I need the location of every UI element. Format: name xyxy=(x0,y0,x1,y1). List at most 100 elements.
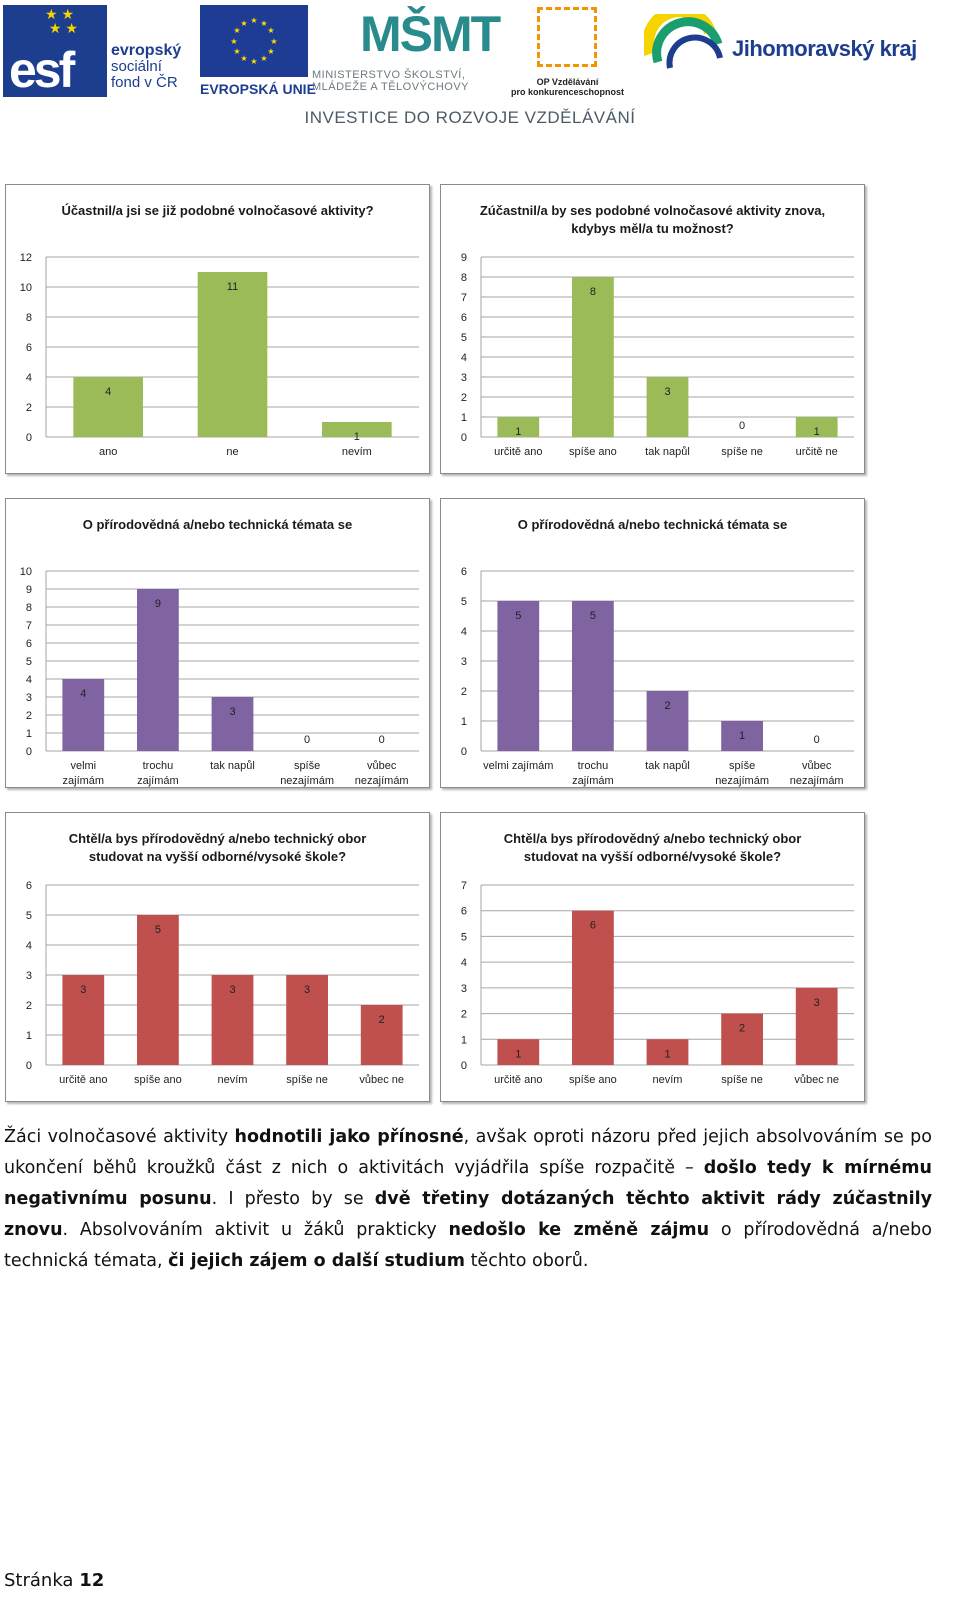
category-label: tak napůl xyxy=(645,760,690,772)
y-tick-label: 5 xyxy=(461,931,467,943)
jmk-label: Jihomoravský kraj xyxy=(732,36,917,61)
chart-title: Účastnil/a jsi se již podobné volnočasov… xyxy=(61,203,373,218)
data-label: 4 xyxy=(80,688,86,700)
y-tick-label: 2 xyxy=(461,392,467,404)
y-tick-label: 0 xyxy=(461,746,467,758)
category-label: zajímám xyxy=(137,775,179,787)
svg-text:★: ★ xyxy=(270,37,277,46)
svg-text:★: ★ xyxy=(240,54,247,63)
svg-text:★: ★ xyxy=(250,17,257,25)
category-label: zajímám xyxy=(572,775,614,787)
y-tick-label: 4 xyxy=(461,626,467,638)
chart-ucastnil: Účastnil/a jsi se již podobné volnočasov… xyxy=(5,184,430,474)
bar xyxy=(646,691,689,751)
y-tick-label: 5 xyxy=(26,656,32,668)
esf-caption: evropský sociální fond v ČR xyxy=(111,43,181,91)
data-label: 9 xyxy=(155,598,161,610)
svg-text:★: ★ xyxy=(267,47,274,56)
y-tick-label: 2 xyxy=(26,402,32,414)
y-tick-label: 6 xyxy=(461,906,467,918)
y-tick-label: 10 xyxy=(20,282,32,294)
eu-logo: ★ ★ ★ ★ ★ ★ ★ ★ ★ ★ ★ ★ EVROPSKÁ UNIE xyxy=(200,5,316,97)
para-b5: či jejich zájem o další studium xyxy=(168,1251,465,1271)
category-label: velmi zajímám xyxy=(483,760,553,772)
y-tick-label: 3 xyxy=(461,656,467,668)
bar xyxy=(721,1013,763,1065)
data-label: 2 xyxy=(664,700,670,712)
y-tick-label: 0 xyxy=(26,432,32,444)
category-label: určitě ne xyxy=(796,446,838,458)
category-label: nezajímám xyxy=(715,775,769,787)
page-footer: Stránka 12 xyxy=(4,1570,104,1591)
bar xyxy=(286,975,328,1065)
y-tick-label: 9 xyxy=(461,252,467,264)
data-label: 5 xyxy=(590,610,596,622)
category-label: vůbec ne xyxy=(794,1074,839,1086)
category-label: spíše ano xyxy=(569,1074,617,1086)
svg-text:★: ★ xyxy=(233,26,240,35)
y-tick-label: 7 xyxy=(461,292,467,304)
chart-svg: O přírodovědná a/nebo technická témata s… xyxy=(20,517,419,787)
data-label: 11 xyxy=(227,281,238,293)
y-tick-label: 8 xyxy=(26,602,32,614)
data-label: 0 xyxy=(814,734,820,746)
y-tick-label: 2 xyxy=(461,686,467,698)
chart-svg: Zúčastnil/a by ses podobné volnočasové a… xyxy=(461,203,854,458)
data-label: 1 xyxy=(664,1048,670,1060)
y-tick-label: 6 xyxy=(461,566,467,578)
para-s3: . I přesto by se xyxy=(211,1189,375,1209)
para-s5: o přírodovědná a/nebo technická témata, xyxy=(4,1220,933,1271)
category-label: tak napůl xyxy=(210,760,255,772)
page-number: 12 xyxy=(79,1570,105,1591)
data-label: 1 xyxy=(515,1048,521,1060)
y-tick-label: 1 xyxy=(26,1030,32,1042)
data-label: 3 xyxy=(80,984,86,996)
chart-obor-po: Chtěl/a bys přírodovědný a/nebo technick… xyxy=(440,812,865,1102)
esf-line3: fond v ČR xyxy=(111,74,178,91)
svg-text:★: ★ xyxy=(233,47,240,56)
y-tick-label: 3 xyxy=(461,983,467,995)
chart-temata-pred: O přírodovědná a/nebo technická témata s… xyxy=(5,498,430,788)
data-label: 0 xyxy=(379,734,385,746)
y-tick-label: 10 xyxy=(20,566,32,578)
jmk-mark-icon xyxy=(644,14,723,69)
bar xyxy=(360,1005,403,1065)
bar xyxy=(497,601,540,751)
para-s2: , avšak oproti názoru před jejich absolv… xyxy=(4,1127,932,1178)
svg-text:★: ★ xyxy=(260,19,267,28)
bar xyxy=(572,910,614,1065)
category-label: určitě ano xyxy=(59,1074,107,1086)
y-tick-label: 9 xyxy=(26,584,32,596)
bar xyxy=(62,679,105,751)
bar xyxy=(497,417,540,437)
category-label: velmi xyxy=(70,760,96,772)
y-tick-label: 7 xyxy=(26,620,32,632)
data-label: 0 xyxy=(304,734,310,746)
chart-title: kdybys měl/a tu možnost? xyxy=(571,221,734,236)
data-label: 3 xyxy=(814,997,820,1009)
opvk-mark xyxy=(537,7,597,67)
para-b2: došlo tedy k mírnému negativnímu posunu xyxy=(4,1158,932,1209)
category-label: spíše ano xyxy=(134,1074,182,1086)
msmt-logo: MŠMT MINISTERSTVO ŠKOLSTVÍ, MLÁDEŽE A TĚ… xyxy=(312,5,501,97)
y-tick-label: 0 xyxy=(461,432,467,444)
y-tick-label: 5 xyxy=(461,332,467,344)
y-tick-label: 2 xyxy=(26,710,32,722)
category-label: spíše ne xyxy=(286,1074,328,1086)
y-tick-label: 1 xyxy=(461,412,467,424)
data-label: 5 xyxy=(155,924,161,936)
y-tick-label: 12 xyxy=(20,252,32,264)
chart-obor-pred: Chtěl/a bys přírodovědný a/nebo technick… xyxy=(5,812,430,1102)
chart-svg: Účastnil/a jsi se již podobné volnočasov… xyxy=(20,203,419,458)
footer-label: Stránka xyxy=(4,1570,74,1591)
category-label: určitě ano xyxy=(494,1074,542,1086)
y-tick-label: 4 xyxy=(26,372,32,384)
chart-svg: Chtěl/a bys přírodovědný a/nebo technick… xyxy=(461,831,854,1086)
data-label: 0 xyxy=(739,420,745,432)
data-label: 3 xyxy=(664,386,670,398)
svg-text:★: ★ xyxy=(267,26,274,35)
para-s6: těchto oborů. xyxy=(465,1251,589,1271)
data-label: 3 xyxy=(229,706,235,718)
bar xyxy=(211,975,254,1065)
y-tick-label: 6 xyxy=(26,880,32,892)
